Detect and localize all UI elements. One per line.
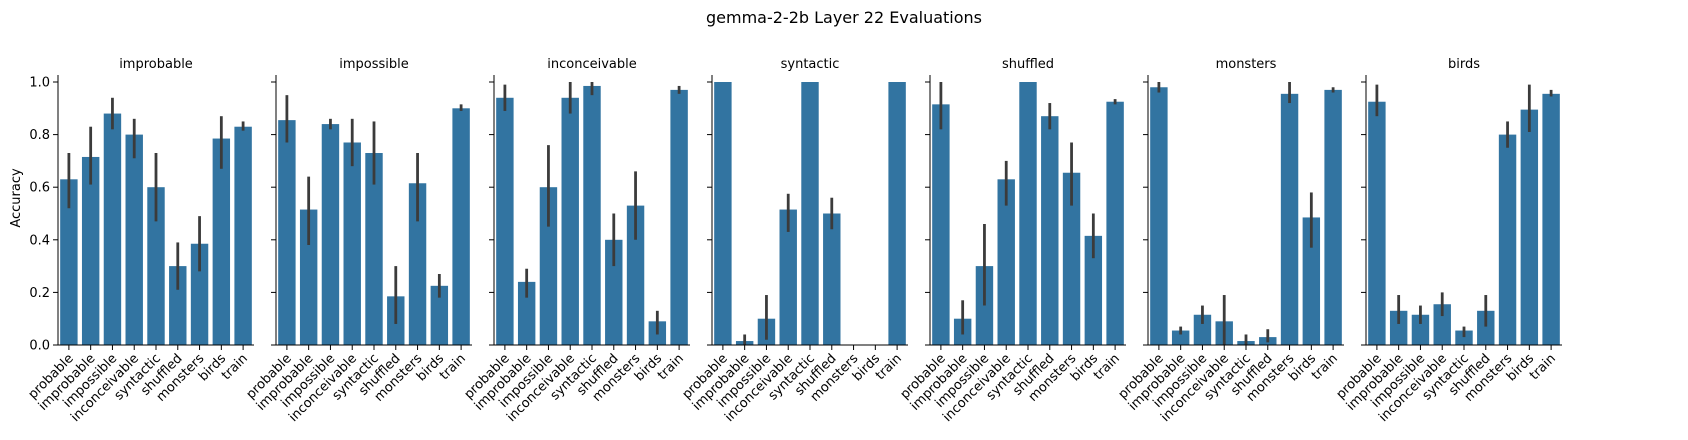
bar-probable <box>1150 87 1168 345</box>
bar-improbable <box>81 156 100 345</box>
chart-panels: improbable0.00.20.40.60.81.0probableimpr… <box>26 57 1562 425</box>
bar-monsters <box>1062 172 1081 345</box>
x-tick-label-train: train <box>437 351 469 383</box>
y-tick-label: 1.0 <box>29 76 50 91</box>
bar-shuffled <box>823 213 841 345</box>
bar-shuffled <box>169 266 187 345</box>
bar-probable <box>1368 101 1386 345</box>
bar-shuffled <box>605 239 623 345</box>
bar-syntactic <box>365 153 383 345</box>
panel-title: impossible <box>339 57 409 72</box>
bar-syntactic <box>583 85 601 345</box>
bar-birds <box>1302 217 1321 345</box>
panel-title: monsters <box>1216 57 1277 72</box>
panel-title: shuffled <box>1002 57 1054 72</box>
bar-impossible <box>321 124 340 345</box>
x-tick-label-train: train <box>1527 351 1559 383</box>
bar-train <box>452 108 470 345</box>
panel-birds: birdsprobableimprobableimpossibleinconce… <box>1334 57 1562 425</box>
panel-title: syntactic <box>781 57 840 72</box>
bar-train <box>1324 89 1342 345</box>
bar-improbable <box>299 209 318 345</box>
bar-birds <box>1520 109 1539 346</box>
x-tick-label-train: train <box>1091 351 1123 383</box>
bar-improbable <box>1171 330 1190 345</box>
y-tick-label: 0.2 <box>29 286 50 301</box>
bar-train <box>670 89 688 345</box>
bar-inconceivable <box>997 179 1015 345</box>
bar-probable <box>278 120 296 345</box>
bar-inconceivable <box>1433 304 1451 345</box>
x-tick-label-train: train <box>219 351 251 383</box>
y-tick-label: 0.8 <box>29 128 50 143</box>
figure-title: gemma-2-2b Layer 22 Evaluations <box>706 8 982 27</box>
bar-syntactic <box>147 187 165 345</box>
panel-title: birds <box>1448 57 1480 72</box>
panel-monsters: monstersprobableimprobableimpossibleinco… <box>1116 57 1344 425</box>
bar-inconceivable <box>125 134 143 345</box>
bar-monsters <box>1280 93 1299 346</box>
panel-improbable: improbable0.00.20.40.60.81.0probableimpr… <box>26 57 254 425</box>
bar-birds <box>1084 235 1103 345</box>
bar-monsters <box>408 183 427 345</box>
bar-impossible <box>539 187 558 345</box>
x-tick-label-train: train <box>655 351 687 383</box>
bar-inconceivable <box>779 209 797 345</box>
bar-probable <box>714 82 732 345</box>
y-tick-label: 0.4 <box>29 233 50 248</box>
bar-probable <box>60 179 78 345</box>
y-tick-label: 0.6 <box>29 181 50 196</box>
bar-impossible <box>1411 314 1430 345</box>
bar-monsters <box>190 243 209 345</box>
bar-syntactic <box>801 82 819 345</box>
x-tick-label-train: train <box>1309 351 1341 383</box>
bar-birds <box>430 285 449 345</box>
bar-birds <box>212 138 231 345</box>
bar-train <box>888 82 906 345</box>
panel-title: improbable <box>119 57 193 72</box>
bar-monsters <box>1498 134 1517 345</box>
bar-train <box>1106 101 1124 345</box>
bar-probable <box>496 97 514 345</box>
bar-syntactic <box>1455 330 1473 345</box>
bar-train <box>234 126 252 346</box>
x-tick-label-train: train <box>873 351 905 383</box>
panel-title: inconceivable <box>547 57 636 72</box>
bar-impossible <box>103 113 122 345</box>
bar-probable <box>932 104 950 345</box>
bar-improbable <box>517 281 536 345</box>
bar-syntactic <box>1019 82 1037 345</box>
y-axis-label: Accuracy <box>9 168 24 228</box>
bar-train <box>1542 93 1560 346</box>
panel-inconceivable: inconceivableprobableimprobableimpossibl… <box>462 57 690 425</box>
bar-inconceivable <box>561 97 579 345</box>
bar-shuffled <box>1477 310 1495 345</box>
y-tick-label: 0.0 <box>29 339 50 354</box>
bar-monsters <box>626 205 645 345</box>
bar-improbable <box>1389 310 1408 345</box>
bar-inconceivable <box>343 142 361 345</box>
panel-impossible: impossibleprobableimprobableimpossiblein… <box>244 57 472 425</box>
panel-shuffled: shuffledprobableimprobableimpossibleinco… <box>898 57 1126 425</box>
bar-impossible <box>1193 314 1212 345</box>
bar-shuffled <box>1041 116 1059 345</box>
panel-syntactic: syntacticprobableimprobableimpossibleinc… <box>680 57 908 425</box>
